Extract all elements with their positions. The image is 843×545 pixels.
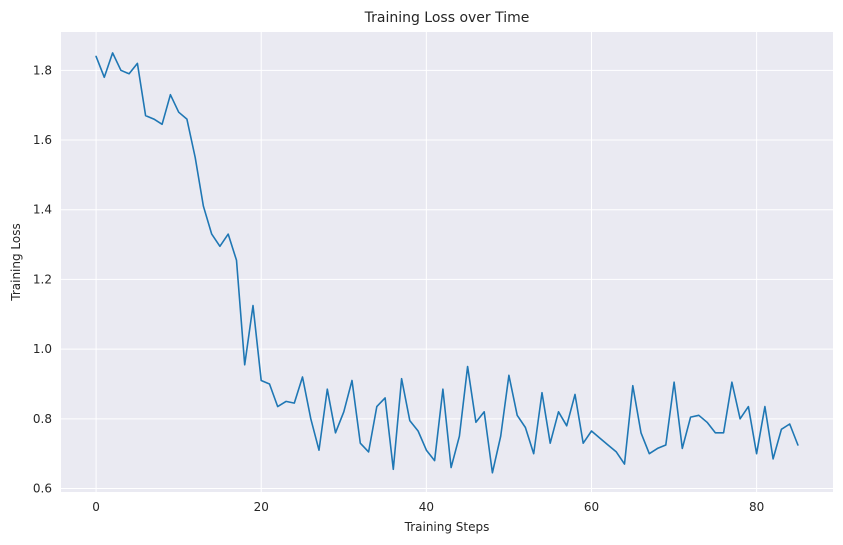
y-tick-label: 0.8 <box>33 412 52 426</box>
y-axis-label: Training Loss <box>9 223 23 301</box>
grid-lines <box>61 32 833 492</box>
y-tick-label: 1.2 <box>33 272 52 286</box>
x-tick-label: 60 <box>584 500 599 514</box>
tick-labels: 0 20 40 60 80 0.6 0.8 1.0 1.2 1.4 1.6 1.8 <box>33 63 764 514</box>
series-line <box>95 52 799 474</box>
series-group <box>95 52 799 474</box>
x-axis-label: Training Steps <box>404 520 490 534</box>
x-tick-label: 80 <box>749 500 764 514</box>
y-tick-label: 1.6 <box>33 133 52 147</box>
y-tick-label: 1.8 <box>33 63 52 77</box>
chart-title: Training Loss over Time <box>364 10 530 26</box>
y-tick-label: 1.0 <box>33 342 52 356</box>
x-tick-label: 20 <box>254 500 269 514</box>
y-tick-label: 1.4 <box>33 203 52 217</box>
plot-area <box>61 32 833 492</box>
y-tick-label: 0.6 <box>33 482 52 496</box>
x-tick-label: 0 <box>92 500 100 514</box>
x-tick-label: 40 <box>419 500 434 514</box>
